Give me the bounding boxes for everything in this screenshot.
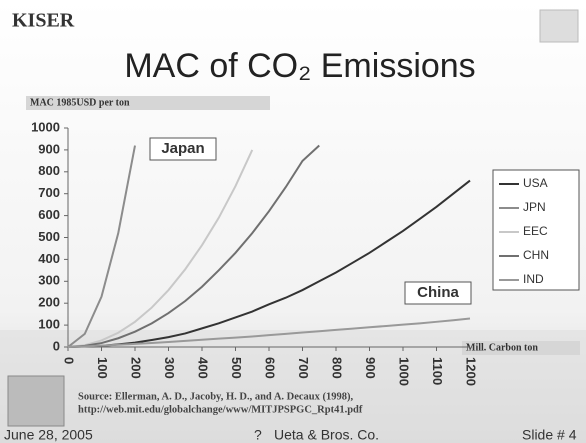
x-tick-label: 600	[263, 357, 278, 379]
x-tick-label: 1200	[464, 357, 479, 386]
legend-label: USA	[523, 176, 548, 190]
footer-company: Ueta & Bros. Co.	[274, 427, 379, 443]
y-tick-label: 500	[38, 229, 60, 244]
line	[67, 317, 471, 348]
x-tick-label: 500	[229, 357, 244, 379]
line	[67, 145, 136, 348]
x-axis-label: Mill. Carbon ton	[466, 342, 538, 353]
annotation: China	[417, 284, 459, 301]
line	[67, 149, 254, 348]
x-tick-label: 0	[62, 357, 77, 364]
annotation-box	[404, 281, 472, 305]
y-label-box	[26, 96, 270, 110]
x-tick-label: 300	[162, 357, 177, 379]
y-tick-label: 300	[38, 273, 60, 288]
annotation: Japan	[161, 140, 204, 157]
line	[67, 144, 320, 348]
x-tick-label: 400	[196, 357, 211, 379]
chart-title: MAC of CO₂ Emissions	[124, 47, 475, 85]
legend-label: JPN	[523, 200, 546, 214]
y-tick-label: 200	[38, 295, 60, 310]
y-axis-label: MAC 1985USD per ton	[30, 97, 130, 108]
y-tick-label: 800	[38, 163, 60, 178]
annotation-box	[149, 137, 217, 161]
x-tick-label: 100	[95, 357, 110, 379]
footer-mark: ?	[254, 427, 262, 443]
y-tick-label: 700	[38, 185, 60, 200]
footer-slide: Slide # 4	[522, 427, 577, 443]
y-tick-label: 100	[38, 317, 60, 332]
x-tick-label: 1000	[397, 357, 412, 386]
y-tick-label: 900	[38, 141, 60, 156]
y-tick-label: 1000	[31, 119, 60, 134]
y-tick-label: 400	[38, 251, 60, 266]
photo	[7, 375, 65, 427]
legend-label: IND	[523, 272, 544, 286]
x-tick-label: 900	[363, 357, 378, 379]
x-tick-label: 200	[129, 357, 144, 379]
legend	[492, 169, 580, 291]
y-tick-label: 0	[53, 338, 60, 353]
y-tick-label: 600	[38, 207, 60, 222]
x-tick-label: 700	[296, 357, 311, 379]
x-label-box	[462, 341, 580, 355]
x-tick-label: 1100	[430, 357, 445, 385]
source: Source: Ellerman, A. D., Jacoby, H. D., …	[78, 391, 354, 402]
x-tick-label: 800	[330, 357, 345, 379]
legend-label: CHN	[523, 248, 549, 262]
corner-icon	[539, 9, 579, 43]
source: http://web.mit.edu/globalchange/www/MITJ…	[78, 404, 363, 415]
logo: KISER	[12, 10, 75, 32]
footer-date: June 28, 2005	[4, 427, 93, 443]
line	[67, 179, 471, 348]
legend-label: EEC	[523, 224, 548, 238]
